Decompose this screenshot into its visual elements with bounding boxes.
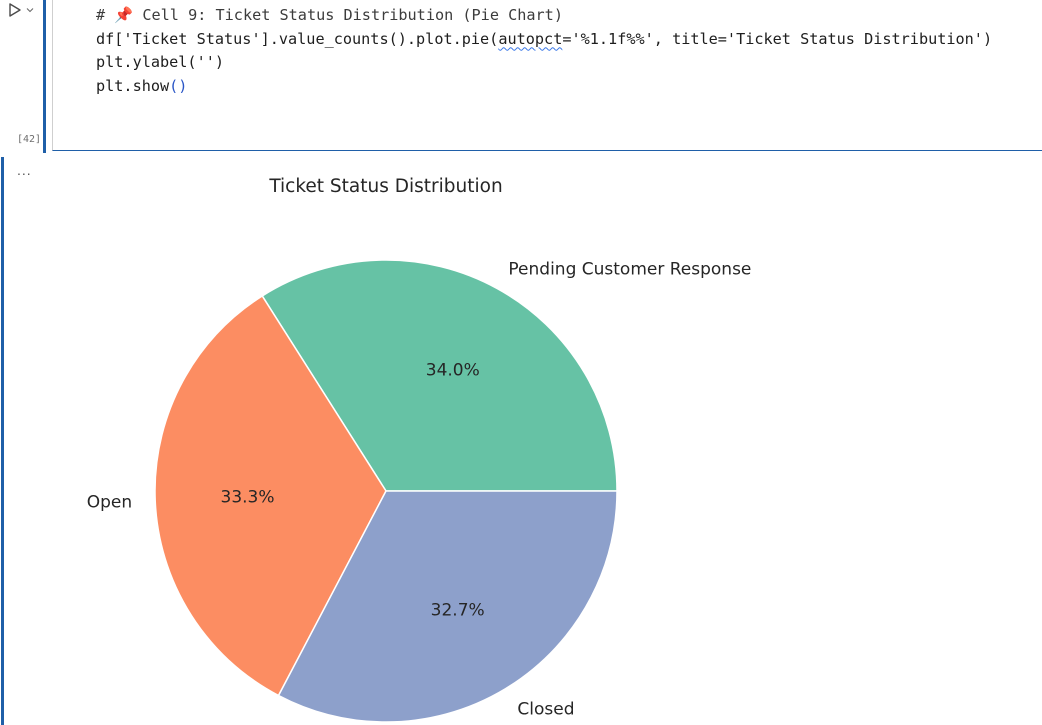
pie-category-label: Closed [517,699,574,719]
pie-value-label: 34.0% [426,361,480,381]
pie-category-label: Pending Customer Response [508,259,751,279]
chart-title: Ticket Status Distribution [268,176,502,197]
code-line-2: df['Ticket Status'].value_counts().plot.… [96,29,993,48]
output-more-button[interactable]: ... [17,162,32,178]
code-line-1: # 📌 Cell 9: Ticket Status Distribution (… [96,6,563,24]
cell-focus-bar [43,0,46,153]
code-line-4: plt.show() [96,76,188,95]
pie-slice-pending-customer-response [261,259,618,492]
pie-slice-open [154,294,387,697]
code-content[interactable]: # 📌 Cell 9: Ticket Status Distribution (… [96,4,992,98]
pie-value-label: 33.3% [221,488,275,508]
code-editor[interactable]: # 📌 Cell 9: Ticket Status Distribution (… [52,0,1042,151]
execution-count: [42] [17,134,42,145]
lint-warning: autopct [498,29,563,48]
pie-slice-closed [277,490,618,723]
pin-icon: 📌 [114,6,134,24]
pie-value-label: 32.7% [431,601,485,621]
output-focus-bar [1,157,4,725]
run-cell-control[interactable] [8,2,35,18]
pie-category-label: Open [87,492,132,512]
chevron-down-icon[interactable] [25,5,35,15]
code-line-3: plt.ylabel('') [96,53,225,71]
run-icon[interactable] [8,2,22,18]
